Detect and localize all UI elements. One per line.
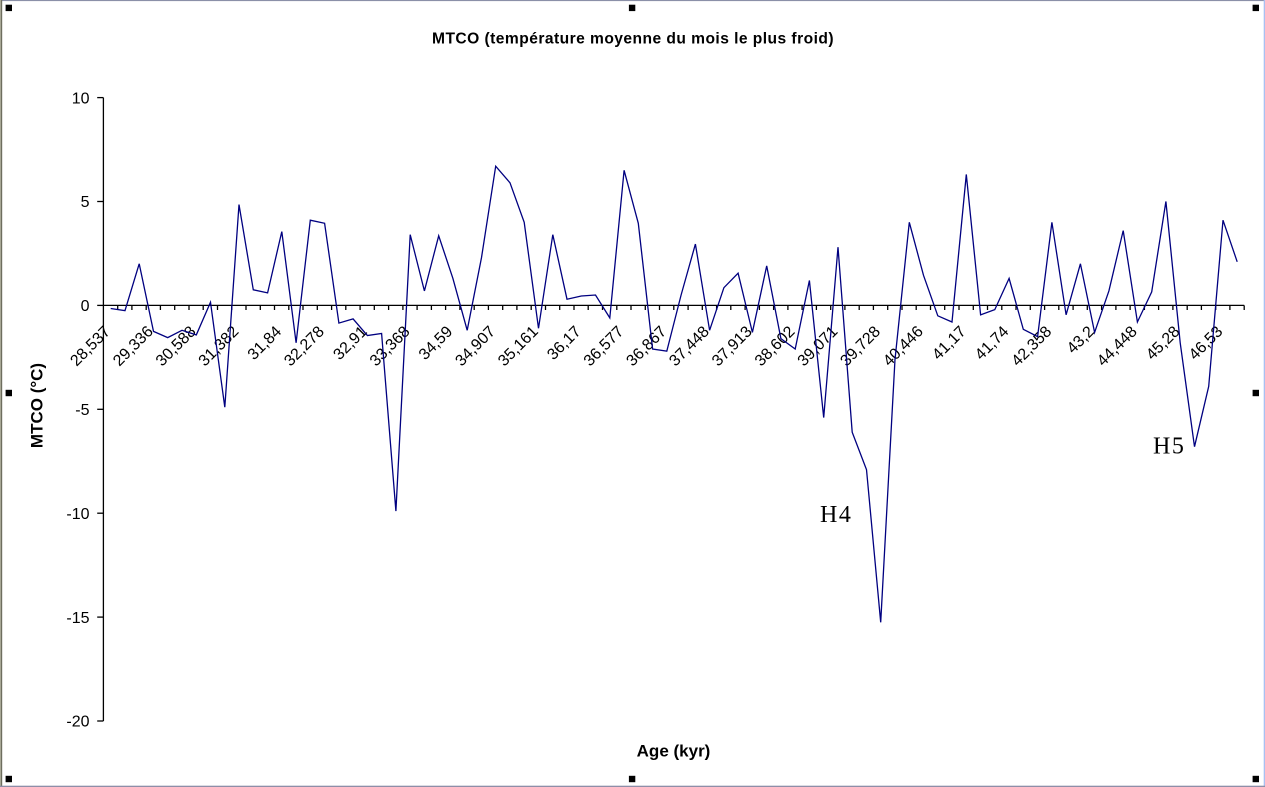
- svg-text:-5: -5: [75, 402, 89, 419]
- svg-text:-10: -10: [66, 506, 89, 523]
- svg-text:-20: -20: [66, 714, 89, 731]
- svg-text:5: 5: [81, 194, 90, 211]
- svg-text:Age (kyr): Age (kyr): [637, 742, 711, 761]
- svg-text:0: 0: [81, 298, 90, 315]
- svg-text:MTCO (température moyenne du m: MTCO (température moyenne du mois le plu…: [432, 31, 834, 48]
- svg-text:MTCO (°C): MTCO (°C): [28, 363, 47, 448]
- svg-text:H5: H5: [1153, 434, 1185, 460]
- svg-text:-15: -15: [66, 610, 89, 627]
- svg-text:H4: H4: [820, 502, 852, 528]
- svg-text:10: 10: [72, 90, 90, 107]
